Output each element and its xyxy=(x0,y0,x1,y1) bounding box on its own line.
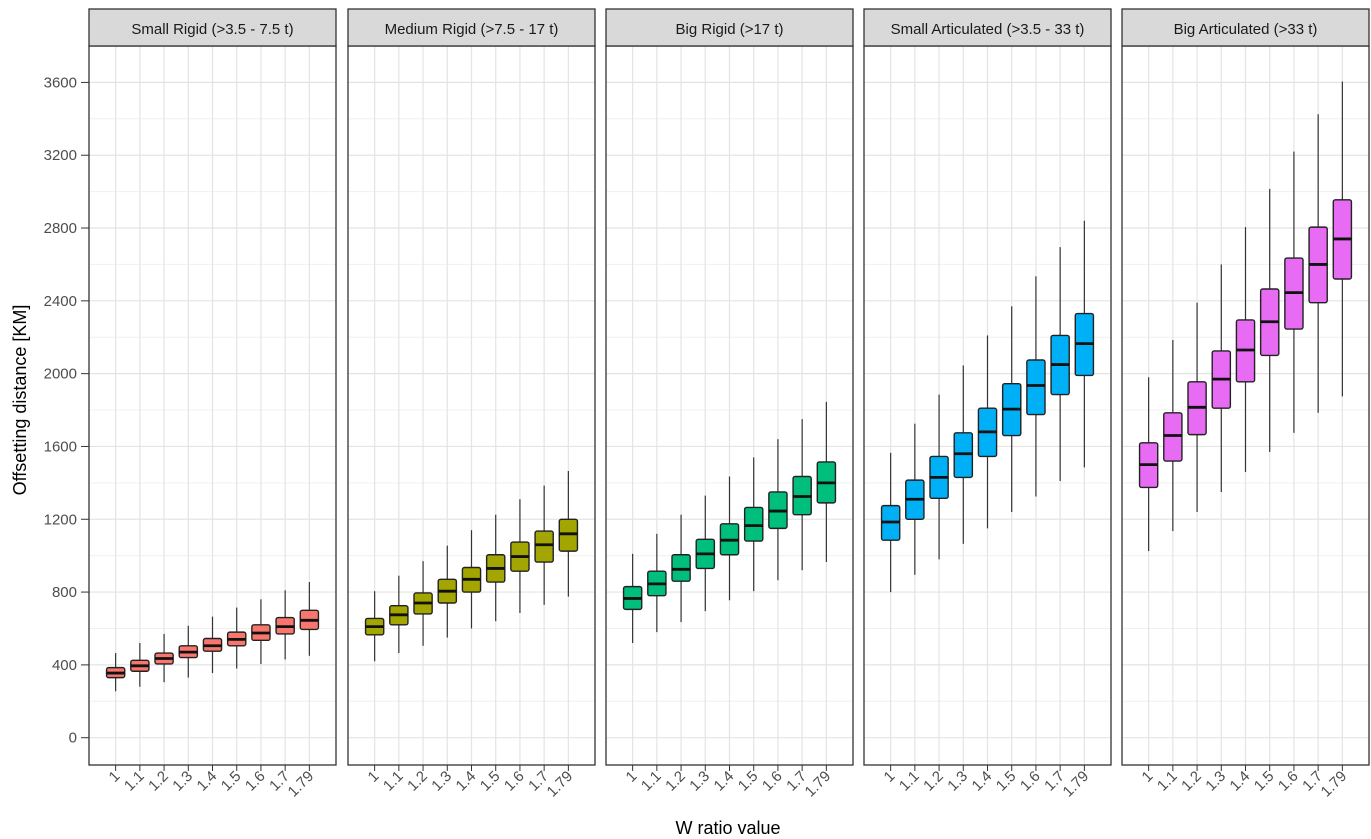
facet-strip xyxy=(88,8,337,47)
x-tick-label: 1.6 xyxy=(1275,768,1302,795)
y-axis-title: Offsetting distance [KM] xyxy=(10,305,30,496)
y-tick-label: 400 xyxy=(52,657,77,674)
x-tick-label: 1.1 xyxy=(121,768,148,795)
facet-strip-label: Small Rigid (>3.5 - 7.5 t) xyxy=(131,21,293,38)
facet-strip-label: Big Articulated (>33 t) xyxy=(1174,21,1318,38)
x-tick-label: 1.5 xyxy=(477,768,504,795)
x-tick-label: 1.4 xyxy=(711,768,738,795)
facet-strip-label: Small Articulated (>3.5 - 33 t) xyxy=(891,21,1085,38)
x-tick-label: 1.5 xyxy=(735,768,762,795)
y-tick-label: 1200 xyxy=(44,511,77,528)
x-axis-title: W ratio value xyxy=(675,818,780,838)
y-tick-label: 800 xyxy=(52,584,77,601)
facet-panel: Small Rigid (>3.5 - 7.5 t)11.11.21.31.41… xyxy=(88,8,337,801)
facet-strip xyxy=(863,8,1112,47)
facet-panel: Medium Rigid (>7.5 - 17 t)11.11.21.31.41… xyxy=(347,8,596,801)
x-tick-label: 1.3 xyxy=(944,768,971,795)
x-tick-label: 1.5 xyxy=(993,768,1020,795)
x-tick-label: 1.1 xyxy=(380,768,407,795)
y-axis: 0 400 800 1200 1600 2000 2400 2800 3200 3600 xyxy=(44,74,89,747)
x-tick-label: 1.2 xyxy=(920,768,947,795)
x-tick-label: 1.3 xyxy=(686,768,713,795)
y-tick-label: 2400 xyxy=(44,293,77,310)
x-tick-label: 1.6 xyxy=(501,768,528,795)
x-tick-label: 1.6 xyxy=(1017,768,1044,795)
x-tick-label: 1.1 xyxy=(896,768,923,795)
facet-panel: Big Rigid (>17 t)11.11.21.31.41.51.61.71… xyxy=(605,8,854,801)
x-tick-label: 1.4 xyxy=(453,768,480,795)
x-tick-label: 1.4 xyxy=(969,768,996,795)
facet-strip-label: Big Rigid (>17 t) xyxy=(676,21,784,38)
x-tick-label: 1.1 xyxy=(1154,768,1181,795)
x-tick-label: 1.79 xyxy=(544,768,577,801)
x-tick-label: 1.79 xyxy=(1060,768,1093,801)
y-tick-label: 1600 xyxy=(44,438,77,455)
x-tick-label: 1.4 xyxy=(1227,768,1254,795)
y-tick-label: 3600 xyxy=(44,74,77,91)
x-tick-label: 1.3 xyxy=(1202,768,1229,795)
y-tick-label: 2000 xyxy=(44,366,77,383)
facet-panel: Big Articulated (>33 t)11.11.21.31.41.51… xyxy=(1121,8,1370,801)
x-tick-label: 1.2 xyxy=(145,768,172,795)
facet-strip-label: Medium Rigid (>7.5 - 17 t) xyxy=(385,21,559,38)
x-tick-label: 1.6 xyxy=(242,768,269,795)
facet-strip xyxy=(605,8,854,47)
y-tick-label: 2800 xyxy=(44,220,77,237)
x-tick-label: 1.3 xyxy=(428,768,455,795)
x-tick-label: 1.6 xyxy=(759,768,786,795)
y-tick-label: 3200 xyxy=(44,147,77,164)
facet-strip xyxy=(347,8,596,47)
x-tick-label: 1.5 xyxy=(1251,768,1278,795)
x-tick-label: 1.5 xyxy=(218,768,245,795)
facet-panels: Small Rigid (>3.5 - 7.5 t)11.11.21.31.41… xyxy=(88,8,1370,801)
x-tick-label: 1.2 xyxy=(662,768,689,795)
x-tick-label: 1.2 xyxy=(1178,768,1205,795)
box xyxy=(534,530,554,563)
x-tick-label: 1.1 xyxy=(638,768,665,795)
x-tick-label: 1.3 xyxy=(169,768,196,795)
x-tick-label: 1.4 xyxy=(194,768,221,795)
facet-panel: Small Articulated (>3.5 - 33 t)11.11.21.… xyxy=(863,8,1112,801)
x-tick-label: 1.79 xyxy=(802,768,835,801)
x-tick-label: 1.79 xyxy=(1318,768,1351,801)
x-tick-label: 1.79 xyxy=(285,768,318,801)
facet-strip xyxy=(1121,8,1370,47)
x-tick-label: 1.2 xyxy=(404,768,431,795)
box xyxy=(1026,359,1046,416)
y-tick-label: 0 xyxy=(69,730,77,747)
